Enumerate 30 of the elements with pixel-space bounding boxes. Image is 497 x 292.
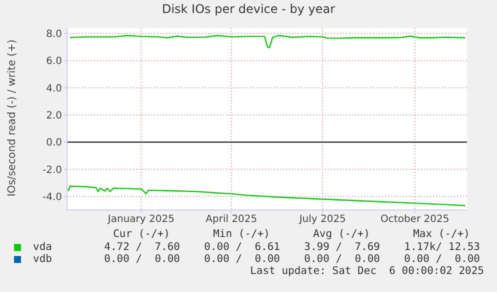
x-tick-label: April 2025 <box>206 214 258 226</box>
y-tick-label: 6.0 <box>46 56 62 68</box>
chart-title: Disk IOs per device - by year <box>160 2 336 16</box>
text: 0.00 / 0.00 <box>404 253 480 265</box>
line-series <box>69 34 466 48</box>
text: 1.17k/ 12.53 <box>404 241 480 253</box>
text: 0.00 / 6.61 <box>204 241 280 253</box>
text: Last update: Sat Dec 6 00:00:02 2025 <box>250 265 484 277</box>
y-tick-label: -4.0 <box>42 192 62 203</box>
legend-label: vdb <box>33 253 52 265</box>
text: Cur (-/+) <box>113 228 170 240</box>
text: Min (-/+) <box>213 228 270 240</box>
text: 0.00 / 0.00 <box>204 253 280 265</box>
text: 0.00 / 0.00 <box>304 253 380 265</box>
y-tick-label: 0.0 <box>46 138 62 149</box>
line-series <box>67 186 466 206</box>
text: 3.99 / 7.69 <box>304 241 380 253</box>
y-tick-label: 8.0 <box>46 28 62 40</box>
x-tick-label: January 2025 <box>106 214 174 226</box>
text: 4.72 / 7.60 <box>104 241 180 253</box>
y-tick-label: 2.0 <box>46 110 62 122</box>
x-tick-label: October 2025 <box>380 214 450 226</box>
y-axis-title: IOs/second read (-) / write (+) <box>6 39 18 197</box>
y-tick-label: -2.0 <box>42 164 62 176</box>
text: Avg (-/+) <box>313 228 370 240</box>
text: 0.00 / 0.00 <box>104 253 180 265</box>
legend-label: vda <box>33 241 52 253</box>
text: Max (-/+) <box>413 228 470 240</box>
y-tick-label: 4.0 <box>46 83 62 94</box>
x-tick-label: July 2025 <box>298 214 346 226</box>
